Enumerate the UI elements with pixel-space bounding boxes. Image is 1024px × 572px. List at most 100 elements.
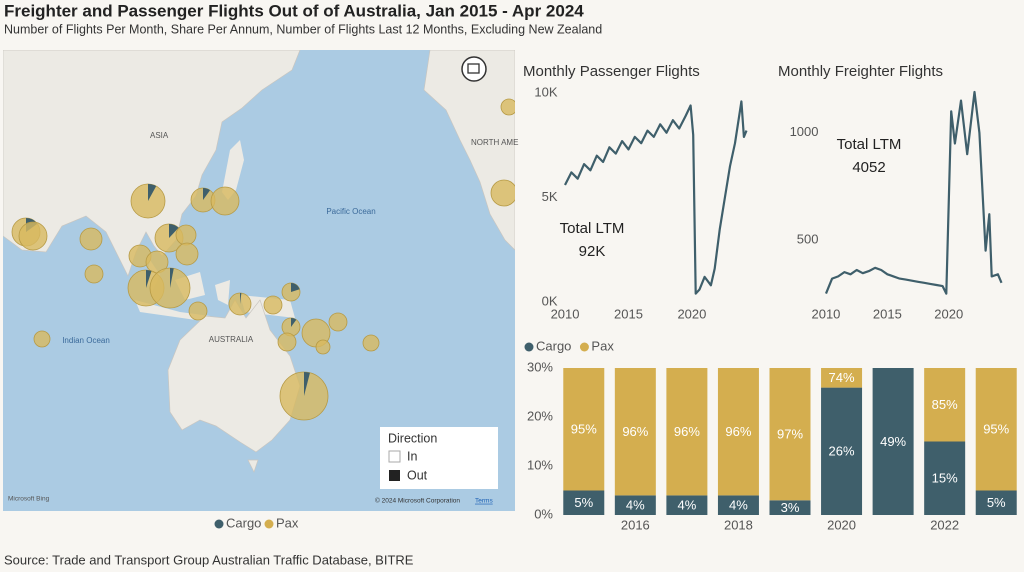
- bar-segment: [666, 368, 708, 496]
- map-credit: Microsoft Bing: [8, 496, 50, 503]
- map-bubble-slice: [146, 270, 152, 288]
- map-bubble: [263, 295, 283, 315]
- value-label: 5%: [574, 495, 593, 510]
- legend-label: Cargo: [226, 515, 261, 530]
- legend-item: In: [407, 449, 417, 463]
- value-label: 3%: [781, 500, 800, 515]
- map-bubble-slice: [291, 283, 300, 292]
- map-bubble-slice: [169, 224, 179, 238]
- map-bubble: [362, 334, 380, 352]
- map: ASIA NORTH AME Pacific Ocean Indian Ocea…: [3, 50, 518, 511]
- map-bubble: [175, 242, 199, 266]
- legend-label: Pax: [591, 338, 614, 353]
- bar-segment: [563, 490, 605, 515]
- land-japan: [222, 140, 244, 200]
- value-label: 49%: [880, 434, 906, 449]
- bar-segment: [924, 368, 966, 442]
- subtitle: Number of Flights Per Month, Share Per A…: [4, 22, 602, 36]
- x-tick-label: 2022: [930, 517, 959, 532]
- map-terms[interactable]: Terms: [475, 498, 493, 505]
- map-bubble-slice: [203, 188, 211, 200]
- value-label: 96%: [674, 424, 700, 439]
- x-tick-label: 2010: [811, 306, 840, 321]
- y-tick-label: 0K: [542, 293, 558, 308]
- title: Freighter and Passenger Flights Out of o…: [4, 1, 584, 20]
- chart-title: Monthly Freighter Flights: [778, 63, 943, 80]
- annotation: 4052: [852, 159, 885, 176]
- map-bubble: [500, 98, 515, 116]
- value-label: 96%: [622, 424, 648, 439]
- legend-dot: [524, 342, 534, 352]
- map-bubble: [33, 330, 51, 348]
- map-bubble-slice: [291, 318, 297, 327]
- value-label: 15%: [932, 471, 958, 486]
- bar-segment: [821, 368, 863, 388]
- x-tick-label: 2018: [724, 517, 753, 532]
- value-label: 4%: [626, 498, 645, 513]
- line: [824, 90, 1003, 295]
- source: Source: Trade and Transport Group Austra…: [4, 552, 414, 567]
- x-tick-label: 2015: [873, 306, 902, 321]
- map-label: NORTH AME: [471, 138, 518, 147]
- map-bubble: [84, 264, 104, 284]
- bar-segment: [717, 495, 759, 515]
- map-credit: © 2024 Microsoft Corporation: [375, 497, 460, 505]
- y-tick-label: 0%: [534, 506, 553, 521]
- value-label: 74%: [829, 370, 855, 385]
- bar-segment: [924, 441, 966, 515]
- map-bubble: [18, 221, 48, 251]
- map-bubble: [79, 227, 103, 251]
- bar-segment: [769, 500, 811, 515]
- bar-segment: [717, 368, 759, 496]
- bar-segment: [563, 368, 605, 491]
- map-bubble: [328, 312, 348, 332]
- value-label: 26%: [829, 444, 855, 459]
- legend-item: Out: [407, 468, 428, 482]
- map-bubble: [490, 179, 515, 207]
- map-bubble: [188, 301, 208, 321]
- map-tool-icon: [467, 63, 480, 74]
- bar-segment: [975, 368, 1017, 491]
- land-australia: [167, 299, 301, 473]
- map-bubble-slice: [240, 293, 242, 304]
- y-tick-label: 5K: [542, 189, 558, 204]
- map-bubble-slice: [148, 184, 157, 201]
- legend-title: Direction: [388, 431, 437, 445]
- x-tick-label: 2020: [827, 517, 856, 532]
- legend-swatch: [389, 470, 400, 481]
- legend-label: Pax: [276, 515, 299, 530]
- annotation: 92K: [579, 243, 606, 260]
- value-label: 97%: [777, 427, 803, 442]
- y-tick-label: 500: [797, 231, 819, 246]
- bar-segment: [614, 368, 656, 496]
- y-tick-label: 1000: [790, 124, 819, 139]
- map-bubble: [175, 224, 197, 246]
- bar-segment: [769, 368, 811, 501]
- x-tick-label: 2010: [551, 306, 580, 321]
- land-north-america: [423, 50, 515, 251]
- value-label: 4%: [729, 498, 748, 513]
- bar-segment: [975, 490, 1017, 515]
- bar-segment: [821, 387, 863, 515]
- x-tick-label: 2016: [621, 517, 650, 532]
- map-tool-button[interactable]: [461, 56, 487, 82]
- value-label: 85%: [932, 397, 958, 412]
- x-tick-label: 2020: [934, 306, 963, 321]
- y-tick-label: 10K: [534, 84, 557, 99]
- y-tick-label: 10%: [527, 457, 553, 472]
- y-tick-label: 20%: [527, 408, 553, 423]
- bar-segment: [872, 368, 914, 515]
- map-bubble: [315, 339, 331, 355]
- chart-title: Monthly Passenger Flights: [523, 63, 700, 80]
- value-label: 96%: [725, 424, 751, 439]
- map-bubble: [277, 332, 297, 352]
- map-label: Indian Ocean: [62, 336, 110, 345]
- value-label: 95%: [983, 422, 1009, 437]
- legend-dot: [214, 519, 224, 529]
- value-label: 4%: [677, 498, 696, 513]
- value-label: 5%: [987, 495, 1006, 510]
- legend-swatch: [388, 450, 401, 463]
- legend-label: Cargo: [536, 338, 571, 353]
